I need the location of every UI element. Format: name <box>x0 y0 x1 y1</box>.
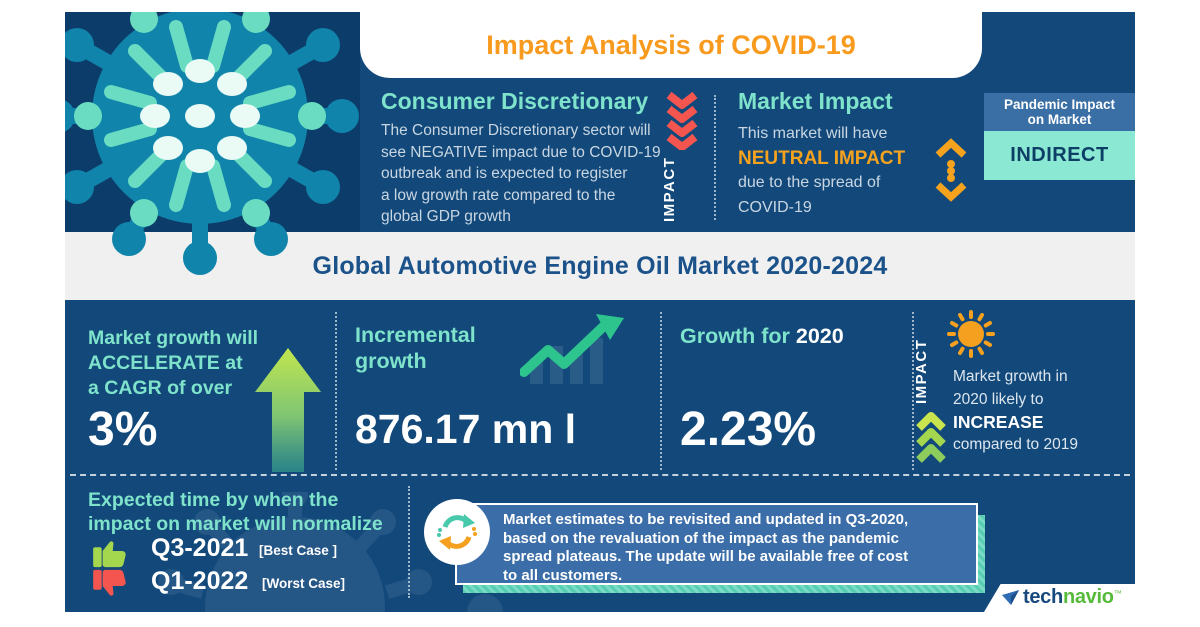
impact-2020-line: 2020 likely to <box>953 390 1044 408</box>
logo-text-navio: navio <box>1062 586 1114 608</box>
worst-case-label: [Worst Case] <box>262 576 346 591</box>
growth-2020-label-year: 2020 <box>795 324 844 348</box>
impact-2020-body: Market growth in 2020 likely to INCREASE… <box>953 366 1078 456</box>
thumbs-down-icon <box>93 569 126 596</box>
normalize-title-line1: Expected time by when the <box>88 489 339 511</box>
pandemic-badge-label-line2: on Market <box>1027 112 1092 127</box>
sector-body-line: The Consumer Discretionary sector will <box>381 122 651 139</box>
sector-body-line: see NEGATIVE impact due to COVID-19 <box>381 143 661 161</box>
arrows-up-down-icon <box>935 138 967 202</box>
gray-title-band <box>65 232 1135 300</box>
pandemic-badge-label: Pandemic Impact on Market <box>984 93 1135 131</box>
sector-impact-label: IMPACT <box>661 156 678 222</box>
header-title: Impact Analysis of COVID-19 <box>486 29 856 60</box>
incremental-growth-label: Incremental growth <box>355 322 476 374</box>
note-line: based on the revaluation of the impact a… <box>503 529 899 547</box>
market-impact-highlight: NEUTRAL IMPACT <box>738 147 906 169</box>
header-banner: Impact Analysis of COVID-19 <box>360 0 982 78</box>
technavio-logo: tech navio ™ <box>1002 586 1122 609</box>
cagr-label-line: Market growth will <box>88 327 259 349</box>
normalize-title-line2: impact on market will normalize <box>88 513 383 535</box>
market-impact-line: COVID-19 <box>738 198 812 216</box>
chevrons-down-icon <box>666 92 698 150</box>
sector-title: Consumer Discretionary <box>381 88 649 114</box>
thumbs-up-icon <box>93 541 126 568</box>
worst-case-value: Q1-2022 <box>151 567 249 595</box>
pandemic-badge-label-line1: Pandemic Impact <box>1003 96 1116 112</box>
up-arrow-icon <box>255 348 321 472</box>
content-canvas: Global Automotive Engine Oil Market 2020… <box>65 12 1135 612</box>
growth-chart-icon <box>520 314 624 384</box>
note-icon-circle <box>424 499 490 565</box>
incremental-growth-value: 876.17 mn l <box>355 406 577 452</box>
report-title: Global Automotive Engine Oil Market 2020… <box>312 251 888 280</box>
stats-divider <box>660 312 662 470</box>
market-impact-body: This market will have NEUTRAL IMPACT due… <box>738 122 905 220</box>
note-line: spread plateaus. The update will be avai… <box>503 548 909 565</box>
growth-2020-label-prefix: Growth for <box>680 324 790 348</box>
growth-2020-value: 2.23% <box>680 403 817 456</box>
best-case-label: [Best Case ] <box>259 543 338 558</box>
chevrons-up-icon <box>916 412 946 463</box>
note-line: to all customers. <box>503 566 623 584</box>
logo-trademark: ™ <box>1113 589 1122 598</box>
technavio-plane-icon <box>1002 589 1019 605</box>
market-impact-line: This market will have <box>738 125 888 142</box>
cagr-value: 3% <box>88 403 158 456</box>
stats-divider <box>335 312 337 470</box>
sector-body-line: global GDP growth <box>381 208 511 225</box>
incremental-label-line2: growth <box>355 349 427 373</box>
pandemic-impact-badge: Pandemic Impact on Market INDIRECT <box>984 93 1135 180</box>
sector-body-line: a low growth rate compared to the <box>381 186 616 204</box>
coronavirus-icon <box>65 12 359 275</box>
cagr-label: Market growth will ACCELERATE at a CAGR … <box>88 326 258 401</box>
logo-text-tech: tech <box>1023 586 1063 608</box>
impact-2020-highlight: INCREASE <box>953 412 1044 432</box>
refresh-arrows-icon <box>437 514 477 550</box>
virus-silhouette-decoration <box>158 492 503 612</box>
cagr-label-line: a CAGR of over <box>88 377 233 399</box>
note-line: Market estimates to be revisited and upd… <box>503 511 909 528</box>
impact-2020-line: Market growth in <box>953 368 1068 385</box>
impact-2020-line: compared to 2019 <box>953 435 1078 453</box>
sector-body: The Consumer Discretionary sector will s… <box>381 120 701 228</box>
pandemic-badge-value: INDIRECT <box>984 131 1135 180</box>
stats-divider <box>912 312 914 470</box>
best-case-value: Q3-2021 <box>151 534 249 562</box>
sector-body-line: outbreak and is expected to register <box>381 165 628 182</box>
horizontal-dashed-divider <box>70 474 1130 476</box>
bottom-section-divider <box>408 486 410 598</box>
top-section-divider <box>714 95 716 220</box>
market-impact-line: due to the spread of <box>738 174 881 191</box>
virus-sun-icon <box>947 310 995 358</box>
incremental-label-line1: Incremental <box>355 323 476 347</box>
cagr-label-line: ACCELERATE at <box>88 352 243 374</box>
impact-2020-label: IMPACT <box>913 338 930 404</box>
market-impact-title: Market Impact <box>738 88 893 114</box>
note-box: Market estimates to be revisited and upd… <box>455 503 978 585</box>
growth-2020-label: Growth for 2020 <box>680 324 844 349</box>
